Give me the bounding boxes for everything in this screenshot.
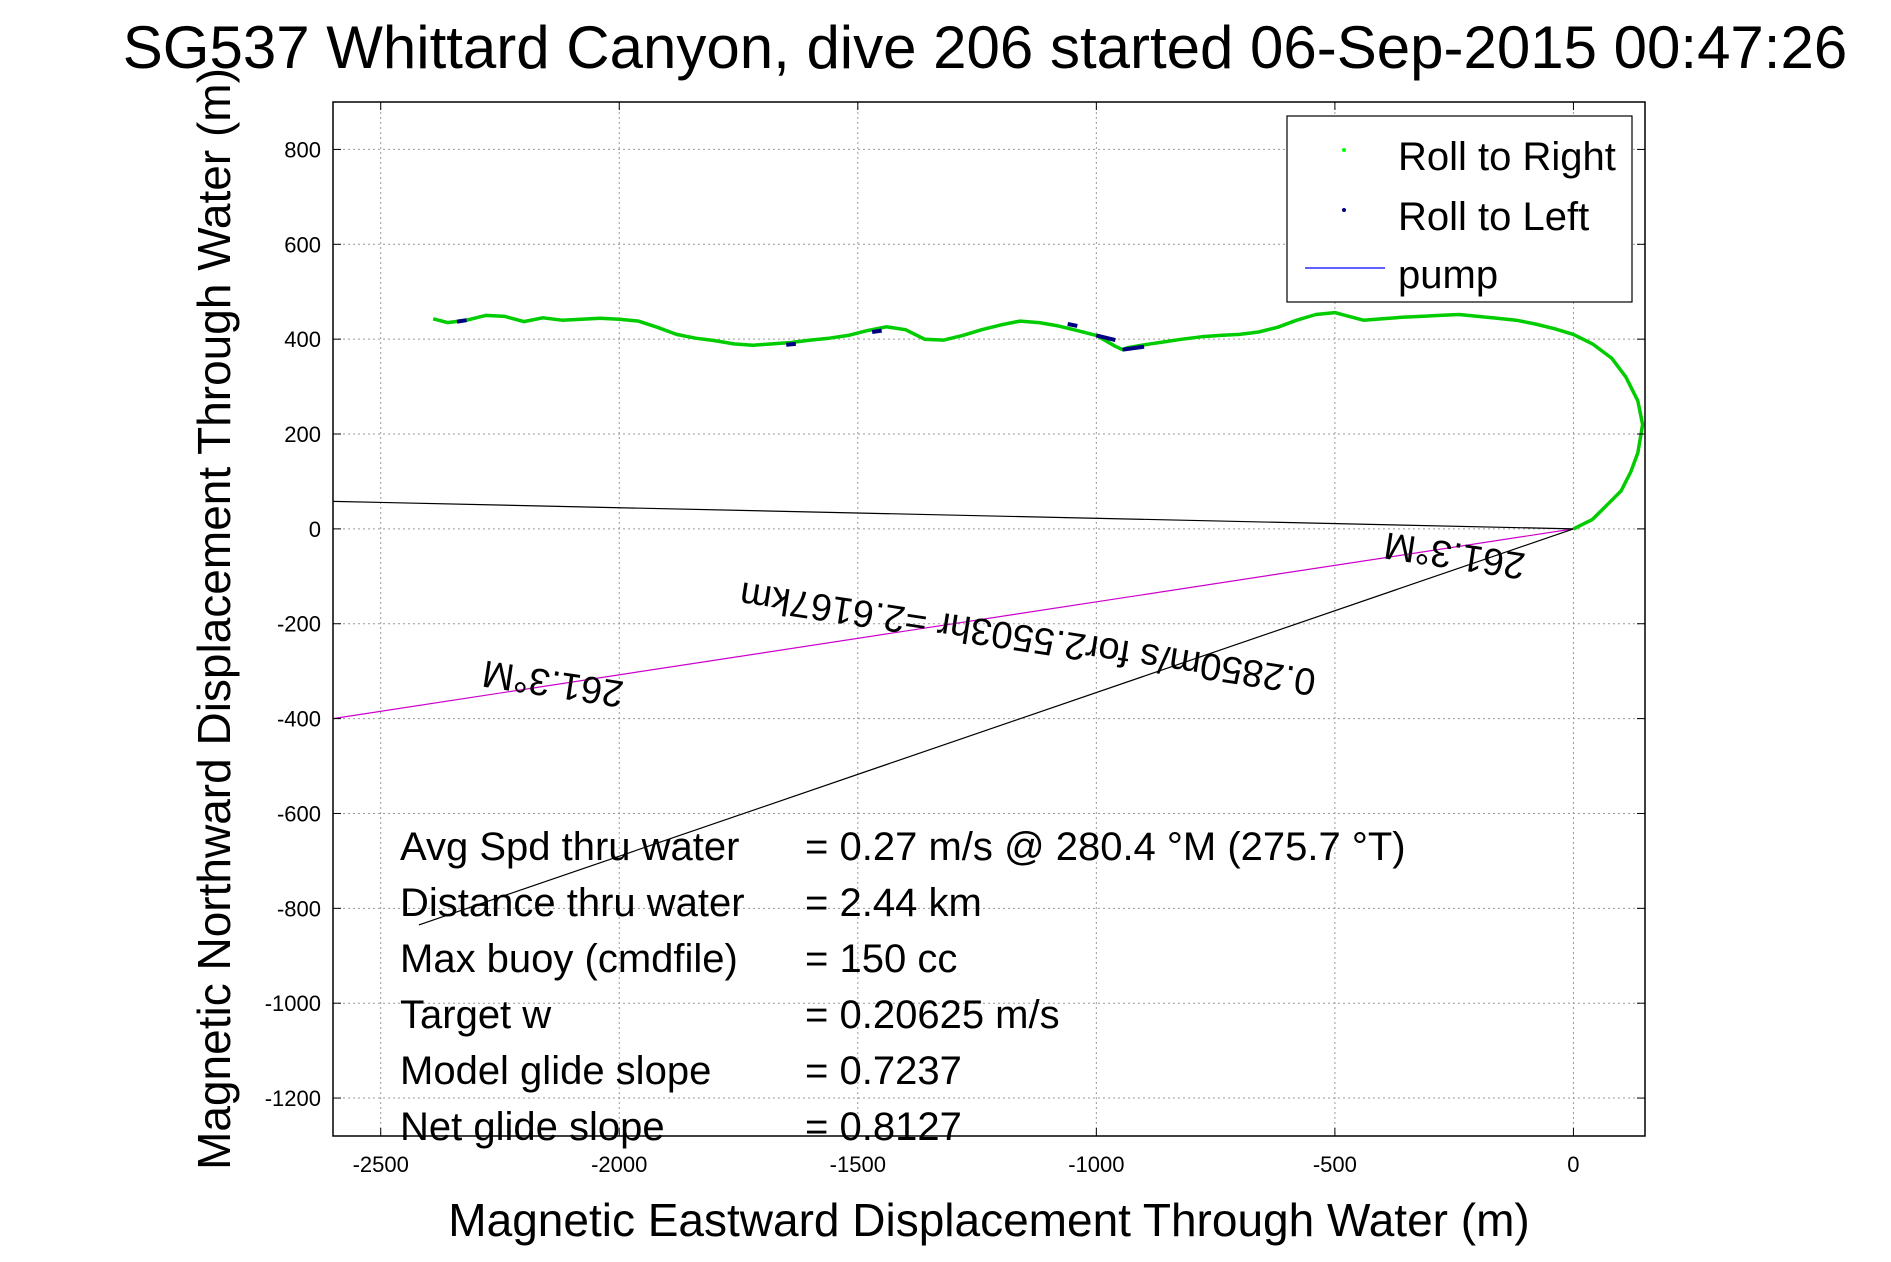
heading-annotation: 261.3°M	[480, 652, 627, 715]
stats-block: Avg Spd thru water = 0.27 m/s @ 280.4 °M …	[400, 825, 1406, 1149]
y-tick-label: 600	[284, 232, 321, 257]
y-tick-label: -400	[277, 707, 321, 732]
legend-roll-right-marker	[1342, 148, 1346, 152]
heading-line	[332, 528, 1574, 720]
stat-value: = 0.7237	[805, 1049, 962, 1093]
stat-value: = 0.27 m/s @ 280.4 °M (275.7 °T)	[805, 825, 1406, 869]
stat-value: = 150 cc	[805, 937, 957, 981]
y-tick-label: -600	[277, 801, 321, 826]
plot-area	[332, 101, 1646, 1137]
glider-track	[432, 310, 1645, 531]
roll-left-segment	[786, 341, 796, 347]
roll-left-segment	[456, 318, 467, 324]
legend-roll-right-label: Roll to Right	[1398, 135, 1616, 179]
roll-right-track	[432, 310, 1645, 531]
legend-roll-left-marker	[1342, 208, 1346, 212]
lower-bound-line	[418, 528, 1574, 926]
stat-value: = 0.8127	[805, 1105, 962, 1149]
roll-left-segment	[1067, 322, 1078, 328]
axis-ticks: -2500 -2000 -1500 -1000 -500 0 800 600 400 200 0 -2…	[265, 102, 1645, 1177]
y-tick-label: -1000	[265, 991, 321, 1016]
roll-left-segment	[1122, 344, 1145, 352]
x-tick-label: -2000	[591, 1152, 647, 1177]
legend-pump-label: pump	[1398, 253, 1498, 297]
y-tick-label: -1200	[265, 1086, 321, 1111]
x-tick-label: -500	[1313, 1152, 1357, 1177]
y-tick-label: 400	[284, 327, 321, 352]
stat-value: = 0.20625 m/s	[805, 993, 1060, 1037]
x-tick-label: -1000	[1068, 1152, 1124, 1177]
y-tick-label: 0	[309, 517, 321, 542]
y-tick-label: 800	[284, 137, 321, 162]
grid	[333, 102, 1645, 1136]
roll-left-segment	[871, 328, 882, 334]
stat-label: Distance thru water	[400, 881, 745, 925]
legend-roll-left-label: Roll to Left	[1398, 195, 1589, 239]
x-tick-label: 0	[1567, 1152, 1579, 1177]
y-tick-label: 200	[284, 422, 321, 447]
stat-value: = 2.44 km	[805, 881, 982, 925]
y-axis-label: Magnetic Northward Displacement Through …	[188, 68, 240, 1170]
annotations: 261.3°M 0.2850m/s for2.5503hr =2.6167km 26…	[480, 523, 1528, 714]
stat-label: Net glide slope	[400, 1105, 665, 1149]
heading-annotation: 0.2850m/s for2.5503hr =2.6167km	[737, 573, 1319, 703]
roll-left-segment	[1095, 333, 1116, 343]
plot-lines	[332, 500, 1574, 926]
stat-label: Model glide slope	[400, 1049, 711, 1093]
heading-annotation: 261.3°M	[1381, 523, 1528, 586]
legend: Roll to Right Roll to Left pump	[1286, 115, 1633, 303]
x-tick-label: -2500	[353, 1152, 409, 1177]
upper-bound-line	[332, 500, 1574, 530]
y-tick-label: -800	[277, 896, 321, 921]
y-tick-label: -200	[277, 612, 321, 637]
stat-label: Avg Spd thru water	[400, 825, 739, 869]
stat-label: Target w	[400, 993, 551, 1037]
chart-title: SG537 Whittard Canyon, dive 206 started …	[123, 14, 1847, 81]
x-axis-label: Magnetic Eastward Displacement Through W…	[448, 1194, 1529, 1246]
x-tick-label: -1500	[830, 1152, 886, 1177]
stat-label: Max buoy (cmdfile)	[400, 937, 738, 981]
